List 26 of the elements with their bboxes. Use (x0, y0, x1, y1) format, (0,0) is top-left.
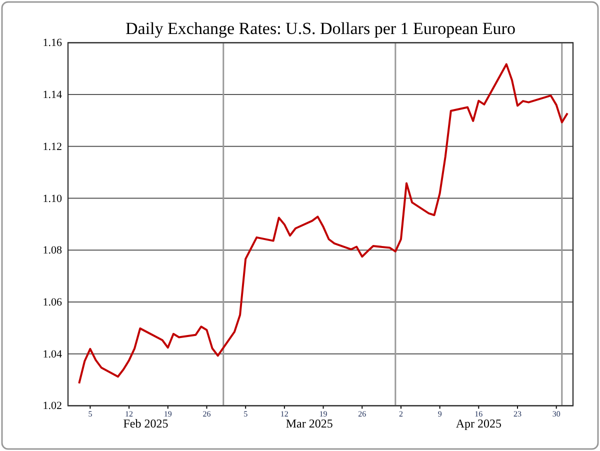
x-tick-label: 16 (474, 409, 483, 418)
y-tick-label: 1.12 (42, 140, 62, 153)
x-tick-label: 19 (319, 409, 328, 418)
y-tick-label: 1.14 (42, 89, 62, 102)
line-series (78, 63, 568, 384)
x-tick-label: 12 (280, 409, 288, 418)
text: Mar 2025 (286, 416, 333, 431)
x-tick-label: 5 (244, 409, 248, 418)
x-tick-label: 2 (398, 409, 403, 418)
x-tick-label: 23 (514, 409, 522, 418)
text: Feb 2025 (123, 416, 168, 431)
x-tick-label: 30 (552, 409, 560, 418)
y-tick-label: 1.10 (42, 192, 62, 205)
text: Apr 2025 (456, 416, 502, 431)
x-tick-label: 26 (202, 409, 211, 418)
y-tick-label: 1.02 (42, 400, 62, 412)
y-tick-label: 1.08 (42, 244, 62, 257)
y-tick-label: 1.06 (42, 296, 62, 309)
y-tick-label: 1.16 (42, 37, 62, 50)
x-tick-label: 26 (358, 409, 366, 418)
x-tick-label: 19 (164, 409, 172, 418)
x-tick-label: 12 (125, 409, 134, 418)
chart-title: Daily Exchange Rates: U.S. Dollars per 1 European Euro (126, 19, 516, 38)
x-tick-label: 5 (88, 409, 92, 418)
y-tick-label: 1.04 (42, 348, 62, 360)
x-tick-label: 9 (438, 409, 442, 418)
